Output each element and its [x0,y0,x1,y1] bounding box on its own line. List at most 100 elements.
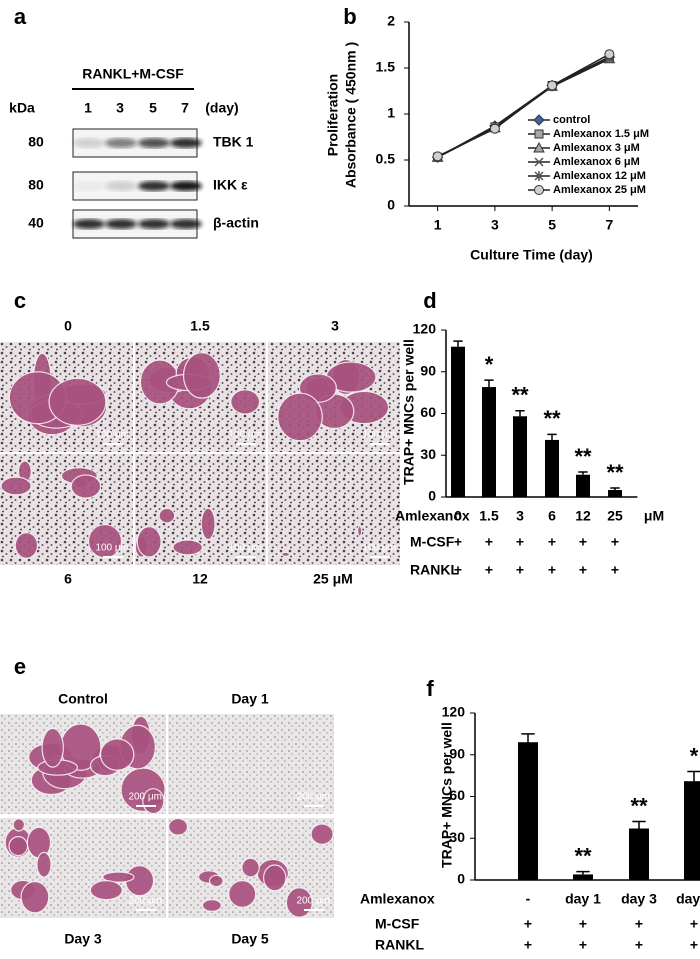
treatment-mark: + [548,562,556,578]
x-tick-label: day 5 [676,891,700,907]
scale-label: 100 μm [95,543,129,554]
bar [573,874,593,880]
x-tick-label: 6 [548,508,556,524]
treatment-mark: + [579,534,587,550]
marker [489,123,500,134]
micrograph: 200 μm [168,714,334,814]
x-tick-label: - [526,891,531,907]
x-tick-label: 5 [548,217,556,233]
blot-kda-header: kDa [9,100,35,116]
blot-kda: 80 [28,134,44,150]
error-bar [576,870,590,875]
line [437,53,610,157]
blot-kda: 40 [28,215,44,231]
micrograph-label: 1.5 [190,318,210,334]
osteoclast [142,788,165,815]
micrograph: 100 μm [0,342,133,452]
blot-band [170,138,202,148]
treatment-mark: + [454,562,462,578]
osteoclast [0,476,32,496]
legend-marker [534,129,544,139]
blot-protein: TBK 1 [213,134,254,150]
significance: ** [630,793,648,818]
blot-band [105,181,137,191]
blot-band [73,181,105,191]
y-tick-label: 0.5 [376,151,396,167]
treatment-mark: + [516,534,524,550]
y-axis-label: TRAP+ MNCs per well [439,722,455,868]
osteoclast [14,531,39,559]
marker [547,80,558,91]
micrograph-label: Day 5 [231,931,269,947]
treatment-mark: + [611,534,619,550]
treatment-label: RANKL [375,937,424,953]
panel-label: b [343,4,356,29]
scale-label: 100 μm [228,543,262,554]
scale-label: 100 μm [362,430,396,441]
x-tick-label: 25 [607,508,623,524]
osteoclast [277,392,323,442]
scale-label: 200 μm [128,896,162,907]
micrograph: 100 μm [268,454,400,565]
osteoclast [70,474,102,499]
blot-protein: IKK ε [213,177,248,193]
blot-band [138,181,170,191]
micrograph-bg [168,714,334,814]
micrograph-label: 3 [331,318,339,334]
micrograph-label: 0 [64,318,72,334]
osteoclast [310,823,334,845]
osteoclast [102,871,135,883]
micrograph: 100 μm [0,454,133,565]
osteoclast [41,727,64,768]
blot-treatment: RANKL+M-CSF [82,66,184,82]
y-tick-label: 90 [449,745,465,761]
blot-lane: 1 [84,100,92,116]
legend-label: Amlexanox 12 μM [553,170,646,182]
y-tick-label: 30 [449,829,465,845]
blot-lane: 3 [116,100,124,116]
panel-label: c [14,288,26,313]
osteoclast [230,389,261,415]
x-tick-label: 7 [605,217,613,233]
blot-protein: β-actin [213,215,259,231]
osteoclast [36,851,52,878]
osteoclast [158,507,176,524]
blot-band [105,138,137,148]
y-tick-label: 0 [457,871,465,887]
marker [432,151,443,162]
treatment-mark: + [579,562,587,578]
bar [576,474,590,497]
x-tick-label: 0 [454,508,462,524]
error-bar [484,379,494,388]
legend-marker [533,141,545,153]
osteoclast [12,818,26,832]
treatment-label: Amlexanox [360,891,435,907]
error-bar [515,409,525,417]
significance: * [690,743,699,768]
blot-band [73,138,105,148]
osteoclast [228,880,257,908]
treatment-mark: + [524,916,532,932]
treatment-label: Amlexanox [395,508,470,524]
legend-marker [534,171,544,181]
treatment-mark: + [548,534,556,550]
significance: ** [606,460,624,485]
osteoclast [201,899,222,912]
treatment-mark: + [485,562,493,578]
y-tick-label: 0 [387,197,395,213]
bar [482,387,496,497]
y-tick-label: 90 [420,362,436,378]
treatment-mark: + [579,916,587,932]
treatment-label: M-CSF [375,916,420,932]
x-tick-label: 3 [516,508,524,524]
bar [451,346,465,497]
scale-label: 100 μm [228,430,262,441]
blot-band [138,138,170,148]
error-bar [632,820,646,829]
osteoclast [136,526,162,558]
y-axis-label: Absorbance ( 450nm ) [343,42,359,188]
treatment-mark: + [635,916,643,932]
osteoclast [89,880,123,901]
osteoclast [8,836,29,857]
